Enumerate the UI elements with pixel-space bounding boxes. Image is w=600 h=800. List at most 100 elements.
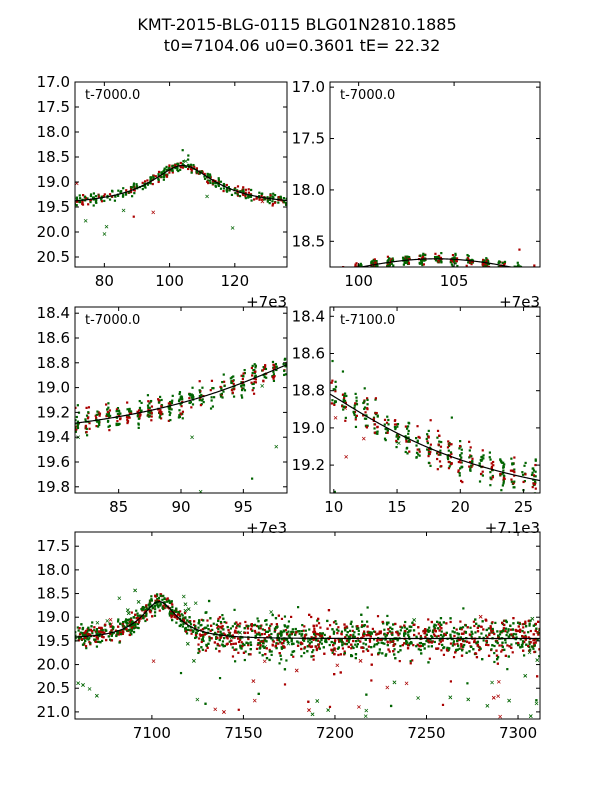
data-point <box>254 374 257 377</box>
data-point <box>132 185 135 188</box>
data-point <box>163 597 166 600</box>
data-point <box>517 625 520 628</box>
data-point <box>75 415 78 419</box>
x-tick-label: 120 <box>220 272 249 290</box>
data-point <box>161 606 164 609</box>
data-point <box>333 673 336 676</box>
data-point <box>142 614 145 618</box>
data-point <box>316 619 319 622</box>
data-point <box>467 258 470 261</box>
data-point <box>78 633 82 636</box>
data-point <box>512 469 515 473</box>
data-point <box>324 638 327 642</box>
data-point <box>503 463 506 466</box>
data-point <box>221 625 224 628</box>
data-point <box>363 624 366 627</box>
data-point <box>108 409 112 412</box>
data-point <box>249 643 253 647</box>
data-point <box>225 183 228 187</box>
data-point <box>193 620 196 623</box>
data-point <box>207 182 210 185</box>
data-point <box>201 628 205 631</box>
data-point <box>84 418 87 421</box>
data-point <box>234 642 237 645</box>
data-point <box>324 272 326 274</box>
data-point <box>206 179 209 182</box>
data-point <box>462 607 465 610</box>
data-point <box>535 269 537 271</box>
data-point <box>518 630 522 633</box>
x-tick-label: 15 <box>388 498 407 516</box>
data-point <box>519 646 522 649</box>
y-tick-label: 20.0 <box>37 656 70 674</box>
data-point <box>363 406 367 409</box>
data-point <box>510 457 513 460</box>
data-point <box>191 386 194 389</box>
data-point <box>281 641 284 645</box>
data-point <box>388 257 391 260</box>
data-point <box>87 633 90 636</box>
data-point <box>148 605 151 609</box>
data-point <box>286 640 290 644</box>
data-point <box>219 636 222 639</box>
data-point <box>249 641 252 644</box>
data-point <box>249 653 252 656</box>
data-point <box>169 411 172 415</box>
data-point <box>98 412 102 415</box>
figure-title-line1: KMT-2015-BLG-0115 BLG01N2810.1885 <box>137 15 456 34</box>
data-point <box>517 268 519 270</box>
data-point <box>195 636 198 639</box>
data-point <box>246 631 249 634</box>
data-point <box>189 163 193 166</box>
data-point <box>240 388 244 392</box>
data-point <box>271 643 274 646</box>
data-point <box>496 662 500 665</box>
data-point <box>427 639 430 642</box>
data-point <box>497 634 500 637</box>
data-point-outlier <box>424 275 427 278</box>
data-point <box>126 421 129 425</box>
data-point <box>198 172 201 175</box>
data-point <box>450 416 453 419</box>
data-point <box>252 392 256 395</box>
data-point <box>206 646 209 649</box>
data-point <box>459 620 462 623</box>
data-point <box>256 617 259 620</box>
data-point <box>481 620 484 623</box>
data-point <box>427 461 431 464</box>
data-point-outlier <box>404 681 409 686</box>
data-point <box>362 414 365 417</box>
data-point <box>198 620 201 624</box>
data-point <box>523 631 526 634</box>
data-point <box>510 480 513 483</box>
data-point <box>446 446 450 449</box>
data-point <box>518 270 520 272</box>
data-point <box>513 265 516 267</box>
data-point <box>493 644 496 648</box>
data-point <box>487 627 490 630</box>
data-point <box>87 638 90 641</box>
data-point <box>534 641 537 644</box>
data-point <box>463 643 466 647</box>
data-point <box>314 645 317 648</box>
data-point-outlier <box>294 668 299 673</box>
data-point <box>242 374 245 377</box>
data-point <box>160 413 163 416</box>
data-point <box>259 624 262 628</box>
data-point <box>310 637 313 640</box>
data-point <box>136 622 140 626</box>
data-point <box>485 641 489 644</box>
data-point <box>134 613 137 616</box>
data-point <box>211 387 214 390</box>
data-point <box>419 634 422 638</box>
data-point <box>187 624 190 628</box>
data-point <box>464 640 467 643</box>
data-point <box>454 259 457 262</box>
data-point <box>159 603 162 606</box>
data-point <box>389 639 392 642</box>
data-point <box>452 626 456 630</box>
data-point <box>424 630 427 633</box>
data-point <box>332 648 335 651</box>
data-point <box>227 186 230 189</box>
data-point <box>365 417 368 420</box>
